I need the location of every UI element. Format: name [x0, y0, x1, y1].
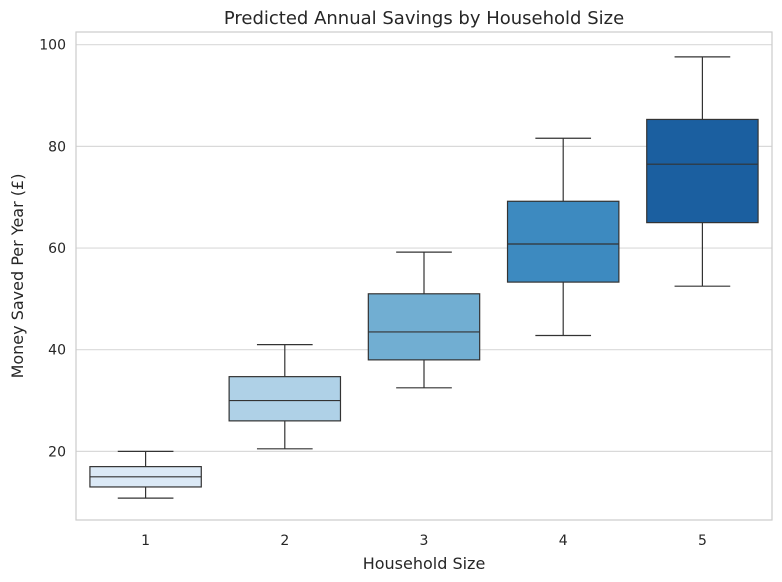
x-tick-label-4: 4 [559, 533, 568, 549]
y-axis-label: Money Saved Per Year (£) [8, 174, 27, 379]
x-tick-label-5: 5 [698, 533, 707, 549]
x-tick-label-2: 2 [280, 533, 289, 549]
box-group-3 [367, 251, 481, 389]
box-group-1 [89, 450, 202, 499]
x-tick-label-1: 1 [141, 533, 150, 549]
y-tick-label-20: 20 [48, 444, 66, 460]
y-tick-label-60: 60 [48, 241, 66, 257]
y-tick-label-80: 80 [48, 139, 66, 155]
x-tick-label-3: 3 [420, 533, 429, 549]
plot-frame [75, 31, 773, 521]
x-tick-labels: 1 2 3 4 5 [141, 533, 707, 549]
box-group-2 [228, 344, 342, 450]
y-tick-labels: 20 40 60 80 100 [39, 38, 66, 461]
box-group-4 [506, 137, 620, 337]
box-group-5 [646, 56, 759, 287]
box-5 [646, 118, 759, 224]
chart-title: Predicted Annual Savings by Household Si… [224, 8, 624, 29]
y-tick-label-40: 40 [48, 343, 66, 359]
box-4 [506, 200, 620, 283]
x-axis-label: Household Size [363, 554, 486, 573]
box-plots [89, 56, 759, 499]
box-2 [228, 376, 342, 422]
box-3 [367, 293, 481, 361]
y-tick-label-100: 100 [39, 38, 66, 54]
